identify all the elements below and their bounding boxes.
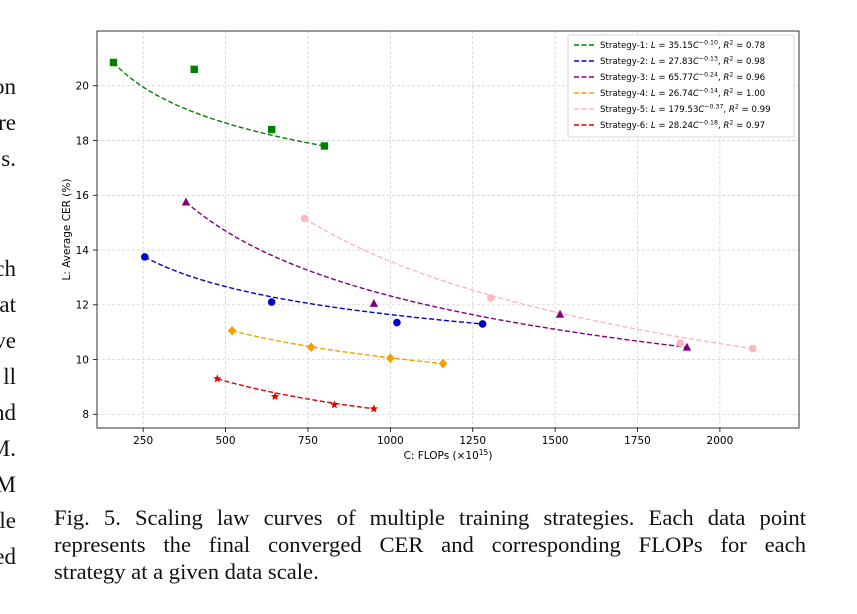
data-point: [227, 326, 237, 336]
data-point: [300, 214, 309, 223]
data-point: [393, 318, 401, 327]
caption-line-1: Fig. 5. Scaling law curves of multiple t…: [54, 505, 806, 530]
left-text-fragment: ed: [0, 544, 16, 569]
fit-curves: [112, 62, 754, 410]
y-tick-label: 10: [76, 354, 89, 366]
fit-curve: [185, 201, 687, 348]
figure-caption: Fig. 5. Scaling law curves of multiple t…: [54, 504, 806, 585]
data-point: [749, 344, 757, 353]
legend: Strategy-1: L = 35.15C−0.10, R2 = 0.78 St…: [567, 34, 795, 138]
left-text-fragment: on: [0, 74, 16, 99]
x-tick-label: 1250: [459, 435, 486, 447]
data-point: [140, 253, 149, 261]
data-point: [487, 294, 495, 302]
x-tick-label: 750: [298, 435, 318, 447]
plot-frame: [96, 30, 800, 429]
data-point: [682, 342, 692, 351]
fit-curve: [144, 256, 483, 325]
x-tick-label: 500: [216, 435, 236, 447]
grid-lines: [97, 31, 799, 428]
x-tick-label: 2000: [707, 435, 734, 447]
data-point: [369, 298, 379, 307]
data-point: [267, 125, 276, 134]
x-tick-label: 1750: [624, 435, 651, 447]
data-point: [306, 342, 316, 353]
data-points: [109, 58, 757, 413]
caption-line-3: strategy at a given data scale.: [54, 559, 319, 584]
y-axis-label: L: Average CER (%): [61, 179, 73, 281]
data-point: [109, 58, 118, 67]
fit-curve: [231, 330, 444, 365]
left-text-fragment: at: [0, 292, 16, 317]
x-axis-label: C: FLOPs (×1015): [404, 448, 493, 462]
data-point: [555, 309, 565, 318]
left-text-fragment: nd: [0, 400, 16, 425]
caption-line-2: represents the final converged CER and c…: [54, 532, 806, 557]
axis-ticks: 250 500 750 1000 1250 1500 1750 2000 8 10 12 14 16 18…: [76, 81, 734, 447]
legend-entry: Strategy-5: L = 179.53C−0.37, R2 = 0.99: [600, 104, 771, 116]
fit-curve: [304, 217, 754, 350]
cropped-left-column-text: on re s. ch at ve ll nd M. Mle ed: [0, 0, 20, 614]
y-tick-label: 14: [76, 245, 90, 257]
fit-curve: [217, 378, 374, 410]
data-point: [320, 142, 329, 150]
legend-entry: Strategy-3: L = 65.77C−0.24, R2 = 0.96: [600, 72, 765, 84]
data-point: [213, 374, 222, 383]
data-point: [190, 65, 198, 74]
data-point: [330, 400, 339, 409]
y-tick-label: 12: [76, 300, 89, 312]
left-text-fragment: ch: [0, 256, 16, 281]
data-point: [369, 404, 378, 413]
x-tick-label: 250: [133, 435, 153, 447]
data-point: [438, 358, 448, 369]
y-tick-label: 16: [76, 190, 90, 202]
legend-entry: Strategy-2: L = 27.83C−0.13, R2 = 0.98: [600, 56, 765, 68]
left-text-fragment: re: [0, 110, 16, 135]
x-tick-label: 1000: [377, 435, 404, 447]
legend-entry: Strategy-1: L = 35.15C−0.10, R2 = 0.78: [600, 40, 765, 52]
scaling-law-chart: 250 500 750 1000 1250 1500 1750 2000 8 10 12 14 16 18…: [61, 30, 800, 462]
legend-entry: Strategy-6: L = 28.24C−0.18, R2 = 0.97: [600, 120, 765, 132]
left-text-fragment: le: [0, 508, 16, 533]
data-point: [270, 392, 280, 401]
data-point: [676, 339, 685, 347]
left-text-fragment: s.: [1, 146, 16, 171]
left-text-fragment: ll: [3, 364, 16, 389]
left-text-fragment: ve: [0, 328, 16, 353]
legend-box: [567, 34, 795, 138]
data-point: [267, 298, 276, 306]
y-tick-label: 18: [76, 135, 89, 147]
legend-entry: Strategy-4: L = 26.74C−0.14, R2 = 1.00: [600, 88, 765, 100]
y-tick-label: 8: [82, 409, 89, 421]
y-tick-label: 20: [76, 81, 89, 93]
left-text-fragment: M: [0, 472, 16, 497]
data-point: [181, 197, 191, 206]
data-point: [386, 353, 395, 363]
left-text-fragment: M.: [0, 436, 16, 461]
fit-curve: [112, 62, 325, 147]
x-tick-label: 1500: [542, 435, 569, 447]
data-point: [478, 320, 487, 328]
